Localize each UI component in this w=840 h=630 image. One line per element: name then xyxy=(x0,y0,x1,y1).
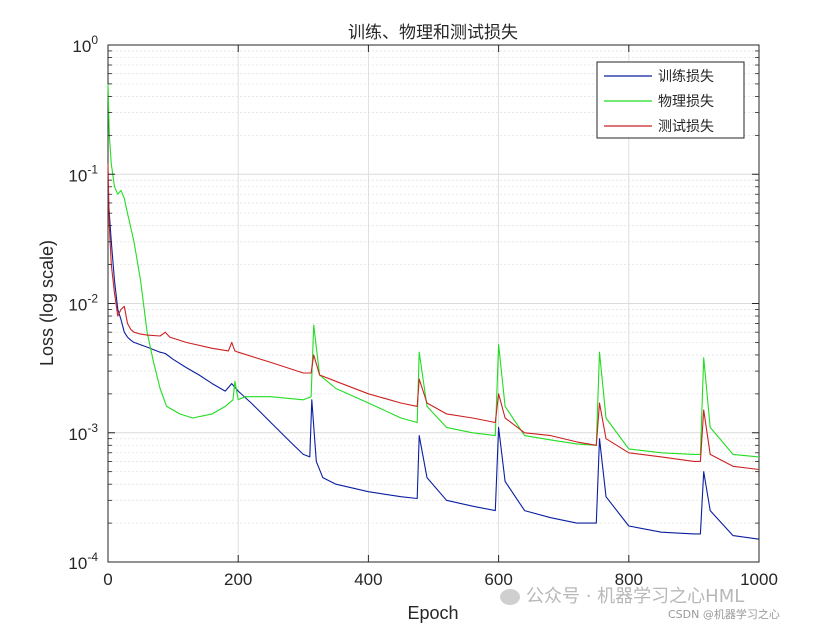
wechat-logo-icon xyxy=(500,589,520,605)
series-line-test xyxy=(107,163,760,471)
x-tick-label: 800 xyxy=(615,570,643,589)
legend-label-physics: 物理损失 xyxy=(658,94,714,110)
y-tick-label: 10-3 xyxy=(68,421,98,444)
x-tick-labels: 0 200 400 600 800 1000 xyxy=(103,570,778,589)
source-credit: CSDN @机器学习之心 xyxy=(668,608,780,621)
x-tick-label: 600 xyxy=(484,570,512,589)
x-tick-label: 1000 xyxy=(740,570,778,589)
legend-label-test: 测试损失 xyxy=(658,119,714,135)
y-tick-label: 10-2 xyxy=(68,292,98,315)
y-tick-label: 10-4 xyxy=(68,550,98,573)
series-line-train xyxy=(107,194,760,540)
x-tick-label: 0 xyxy=(103,570,112,589)
y-tick-label: 10-1 xyxy=(68,162,98,185)
series-layer xyxy=(107,83,760,540)
chart-title: 训练、物理和测试损失 xyxy=(348,23,518,43)
y-axis-label: Loss (log scale) xyxy=(37,240,57,366)
x-tick-label: 400 xyxy=(354,570,382,589)
legend: 训练损失 物理损失 测试损失 xyxy=(596,61,745,139)
legend-label-train: 训练损失 xyxy=(658,69,714,85)
watermark: 公众号 · 机器学习之心HML xyxy=(500,586,830,608)
legend-box xyxy=(596,61,745,139)
series-line-physics xyxy=(107,83,760,458)
tick-marks xyxy=(107,44,760,563)
y-tick-labels: 100 10-1 10-2 10-3 10-4 xyxy=(68,33,98,573)
y-tick-label: 100 xyxy=(72,33,98,56)
x-axis-label: Epoch xyxy=(407,603,458,623)
x-tick-label: 200 xyxy=(224,570,252,589)
minor-grid xyxy=(108,50,759,524)
watermark-text: 公众号 · 机器学习之心HML xyxy=(526,586,745,607)
